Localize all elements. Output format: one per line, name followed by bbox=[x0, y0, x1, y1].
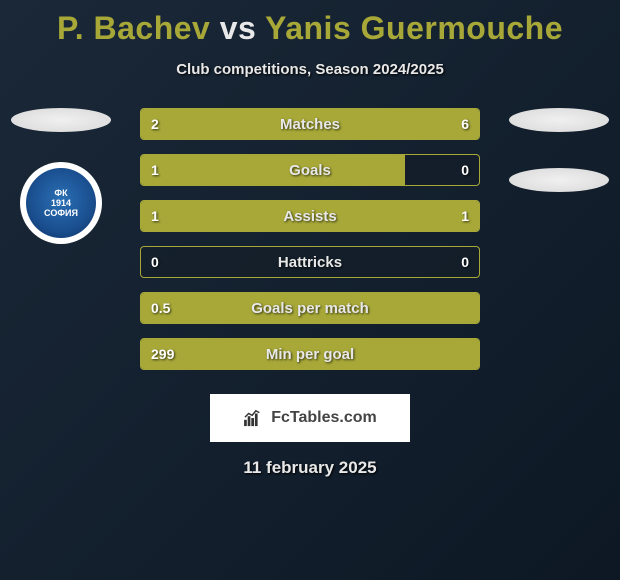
comparison-chart: ФК 1914 СОФИЯ 2Matches61Goals01Assists10… bbox=[0, 108, 620, 370]
fctables-badge: FcTables.com bbox=[210, 394, 410, 442]
stat-row: 1Goals0 bbox=[140, 154, 480, 186]
player1-avatar-placeholder bbox=[11, 108, 111, 132]
chart-icon bbox=[243, 409, 265, 427]
club-badge-line1: ФК bbox=[54, 188, 67, 198]
left-avatars: ФК 1914 СОФИЯ bbox=[6, 108, 116, 244]
club-badge-year: 1914 bbox=[51, 198, 71, 208]
club-badge-icon: ФК 1914 СОФИЯ bbox=[26, 168, 96, 238]
stat-value-right: 6 bbox=[461, 109, 469, 139]
stat-label: Goals bbox=[141, 155, 479, 185]
club-badge-line2: СОФИЯ bbox=[44, 208, 78, 218]
stat-row: 0.5Goals per match bbox=[140, 292, 480, 324]
stat-row: 1Assists1 bbox=[140, 200, 480, 232]
stat-label: Assists bbox=[141, 201, 479, 231]
stat-row: 2Matches6 bbox=[140, 108, 480, 140]
competition-subtitle: Club competitions, Season 2024/2025 bbox=[0, 61, 620, 78]
snapshot-date: 11 february 2025 bbox=[0, 458, 620, 478]
comparison-title: P. Bachev vs Yanis Guermouche bbox=[0, 0, 620, 47]
vs-text: vs bbox=[220, 10, 257, 46]
stat-label: Hattricks bbox=[141, 247, 479, 277]
player2-name: Yanis Guermouche bbox=[265, 10, 563, 46]
right-avatars bbox=[504, 108, 614, 192]
player1-club-badge: ФК 1914 СОФИЯ bbox=[20, 162, 102, 244]
player2-avatar-placeholder bbox=[509, 108, 609, 132]
stat-label: Matches bbox=[141, 109, 479, 139]
stat-value-right: 1 bbox=[461, 201, 469, 231]
stat-value-right: 0 bbox=[461, 247, 469, 277]
stat-row: 0Hattricks0 bbox=[140, 246, 480, 278]
player1-name: P. Bachev bbox=[57, 10, 210, 46]
fctables-text: FcTables.com bbox=[271, 409, 377, 427]
stat-value-right: 0 bbox=[461, 155, 469, 185]
stat-bars: 2Matches61Goals01Assists10Hattricks00.5G… bbox=[140, 108, 480, 370]
stat-label: Goals per match bbox=[141, 293, 479, 323]
player2-club-placeholder bbox=[509, 168, 609, 192]
stat-row: 299Min per goal bbox=[140, 338, 480, 370]
stat-label: Min per goal bbox=[141, 339, 479, 369]
